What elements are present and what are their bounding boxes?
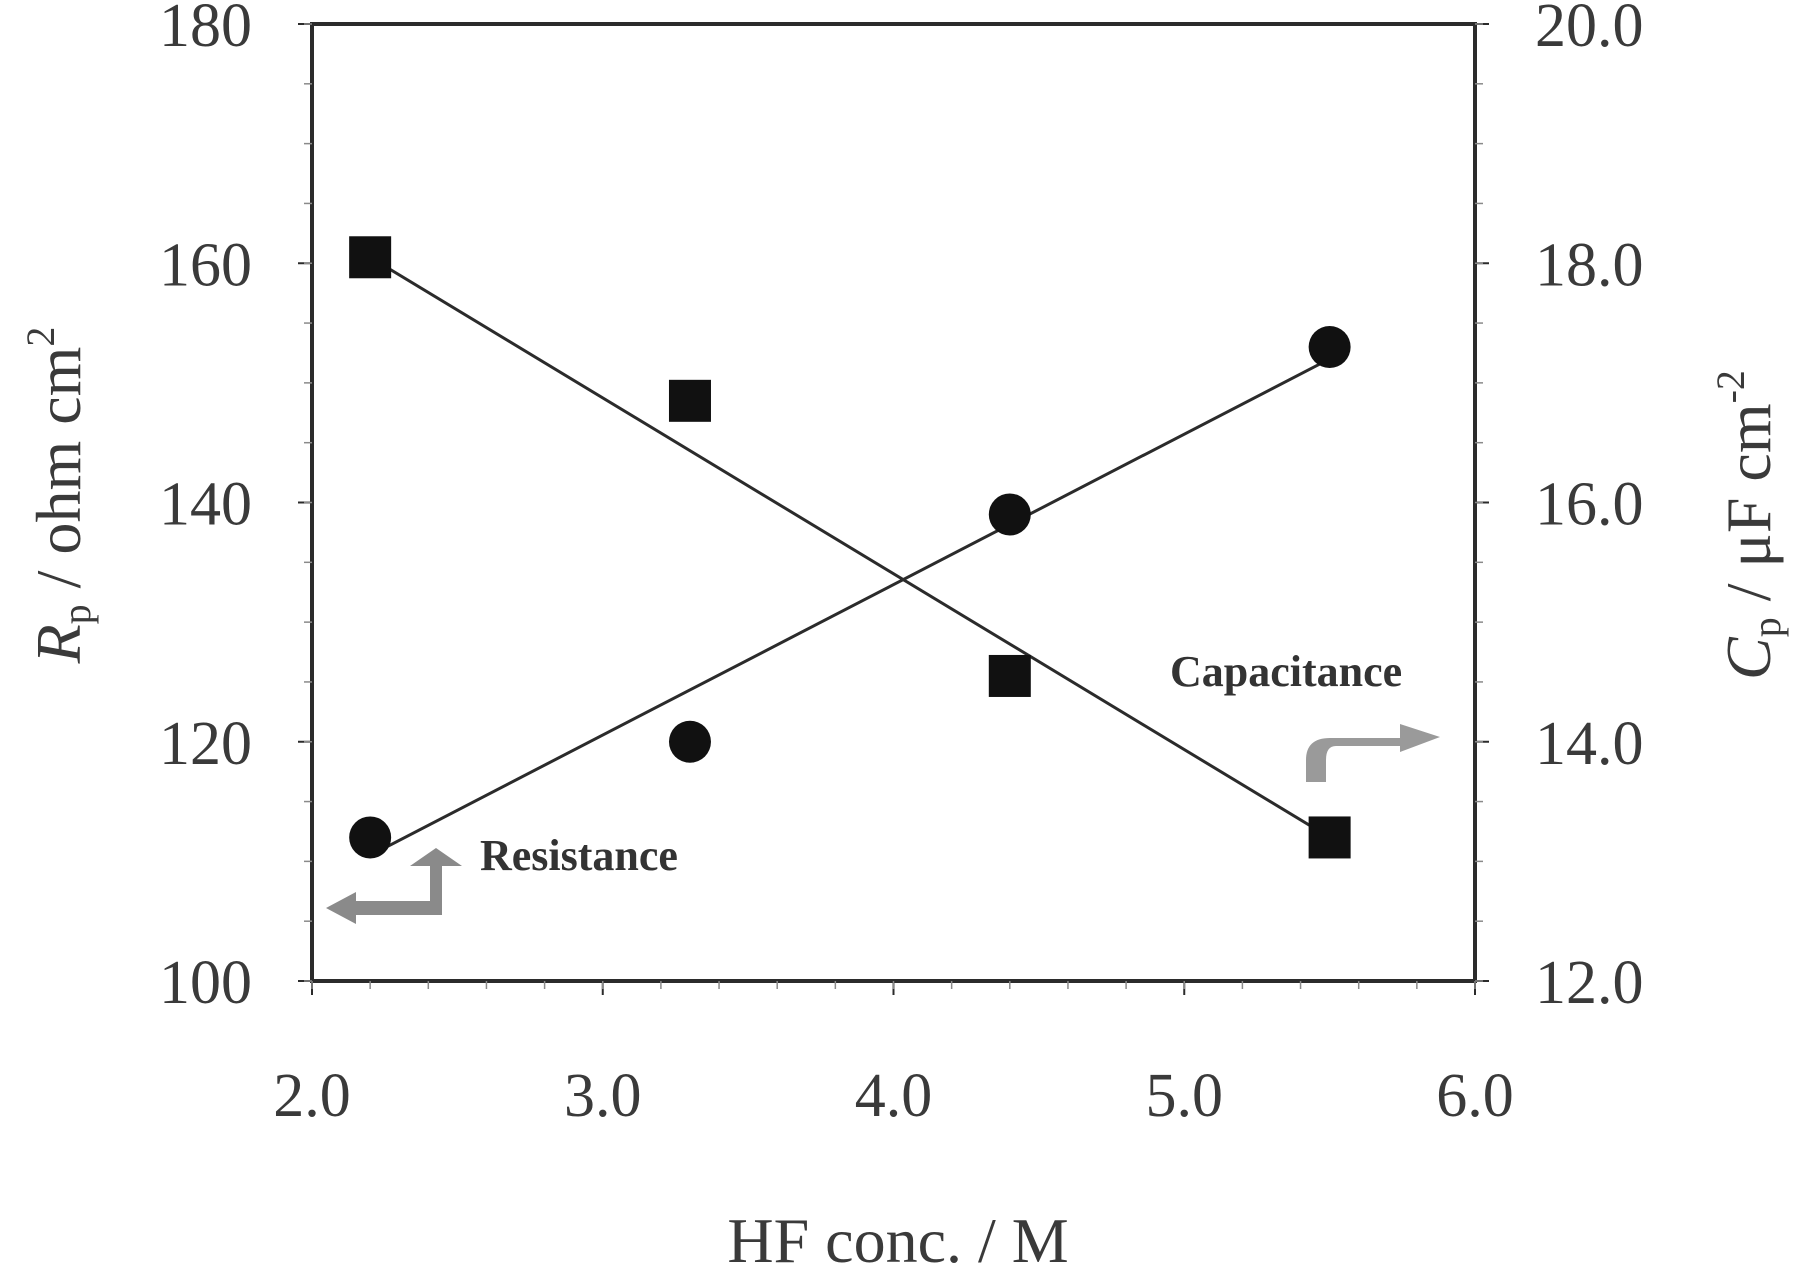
resistance-arrow-icon: [326, 848, 462, 924]
x-axis-title: HF conc. / M: [727, 1205, 1068, 1263]
resistance-point: [1308, 816, 1351, 859]
capacitance-point: [1308, 325, 1351, 368]
capacitance-arrow-icon: [1306, 724, 1440, 782]
left-y-tick-label: 180: [159, 0, 252, 60]
resistance-fit-line: [369, 255, 1331, 839]
right-y-tick-label: 14.0: [1535, 710, 1644, 778]
x-tick-label: 2.0: [273, 1062, 351, 1130]
left-y-tick-label: 120: [159, 710, 252, 778]
left-y-tick-label: 160: [159, 231, 252, 299]
x-tick-label: 4.0: [855, 1062, 933, 1130]
resistance-point: [988, 654, 1031, 697]
right-y-tick-label: 18.0: [1535, 231, 1644, 299]
x-tick-label: 6.0: [1436, 1062, 1514, 1130]
capacitance-point: [668, 720, 711, 763]
left-y-tick-label: 140: [159, 471, 252, 539]
capacitance-point: [349, 816, 392, 859]
right-axis-title: Cp / μF cm-2: [1708, 370, 1789, 680]
resistance-label: Resistance: [480, 831, 678, 880]
capacitance-label: Capacitance: [1170, 647, 1402, 696]
right-y-tick-label: 16.0: [1535, 471, 1644, 539]
x-tick-label: 3.0: [564, 1062, 642, 1130]
left-axis-title: Rp / ohm cm2: [18, 327, 99, 665]
left-y-tick-label: 100: [159, 949, 252, 1017]
resistance-point: [349, 236, 392, 279]
resistance-point: [668, 379, 711, 422]
capacitance-fit-line: [369, 357, 1331, 857]
capacitance-point: [988, 493, 1031, 536]
right-y-tick-label: 20.0: [1535, 0, 1644, 60]
x-tick-label: 5.0: [1146, 1062, 1224, 1130]
right-y-tick-label: 12.0: [1535, 949, 1644, 1017]
